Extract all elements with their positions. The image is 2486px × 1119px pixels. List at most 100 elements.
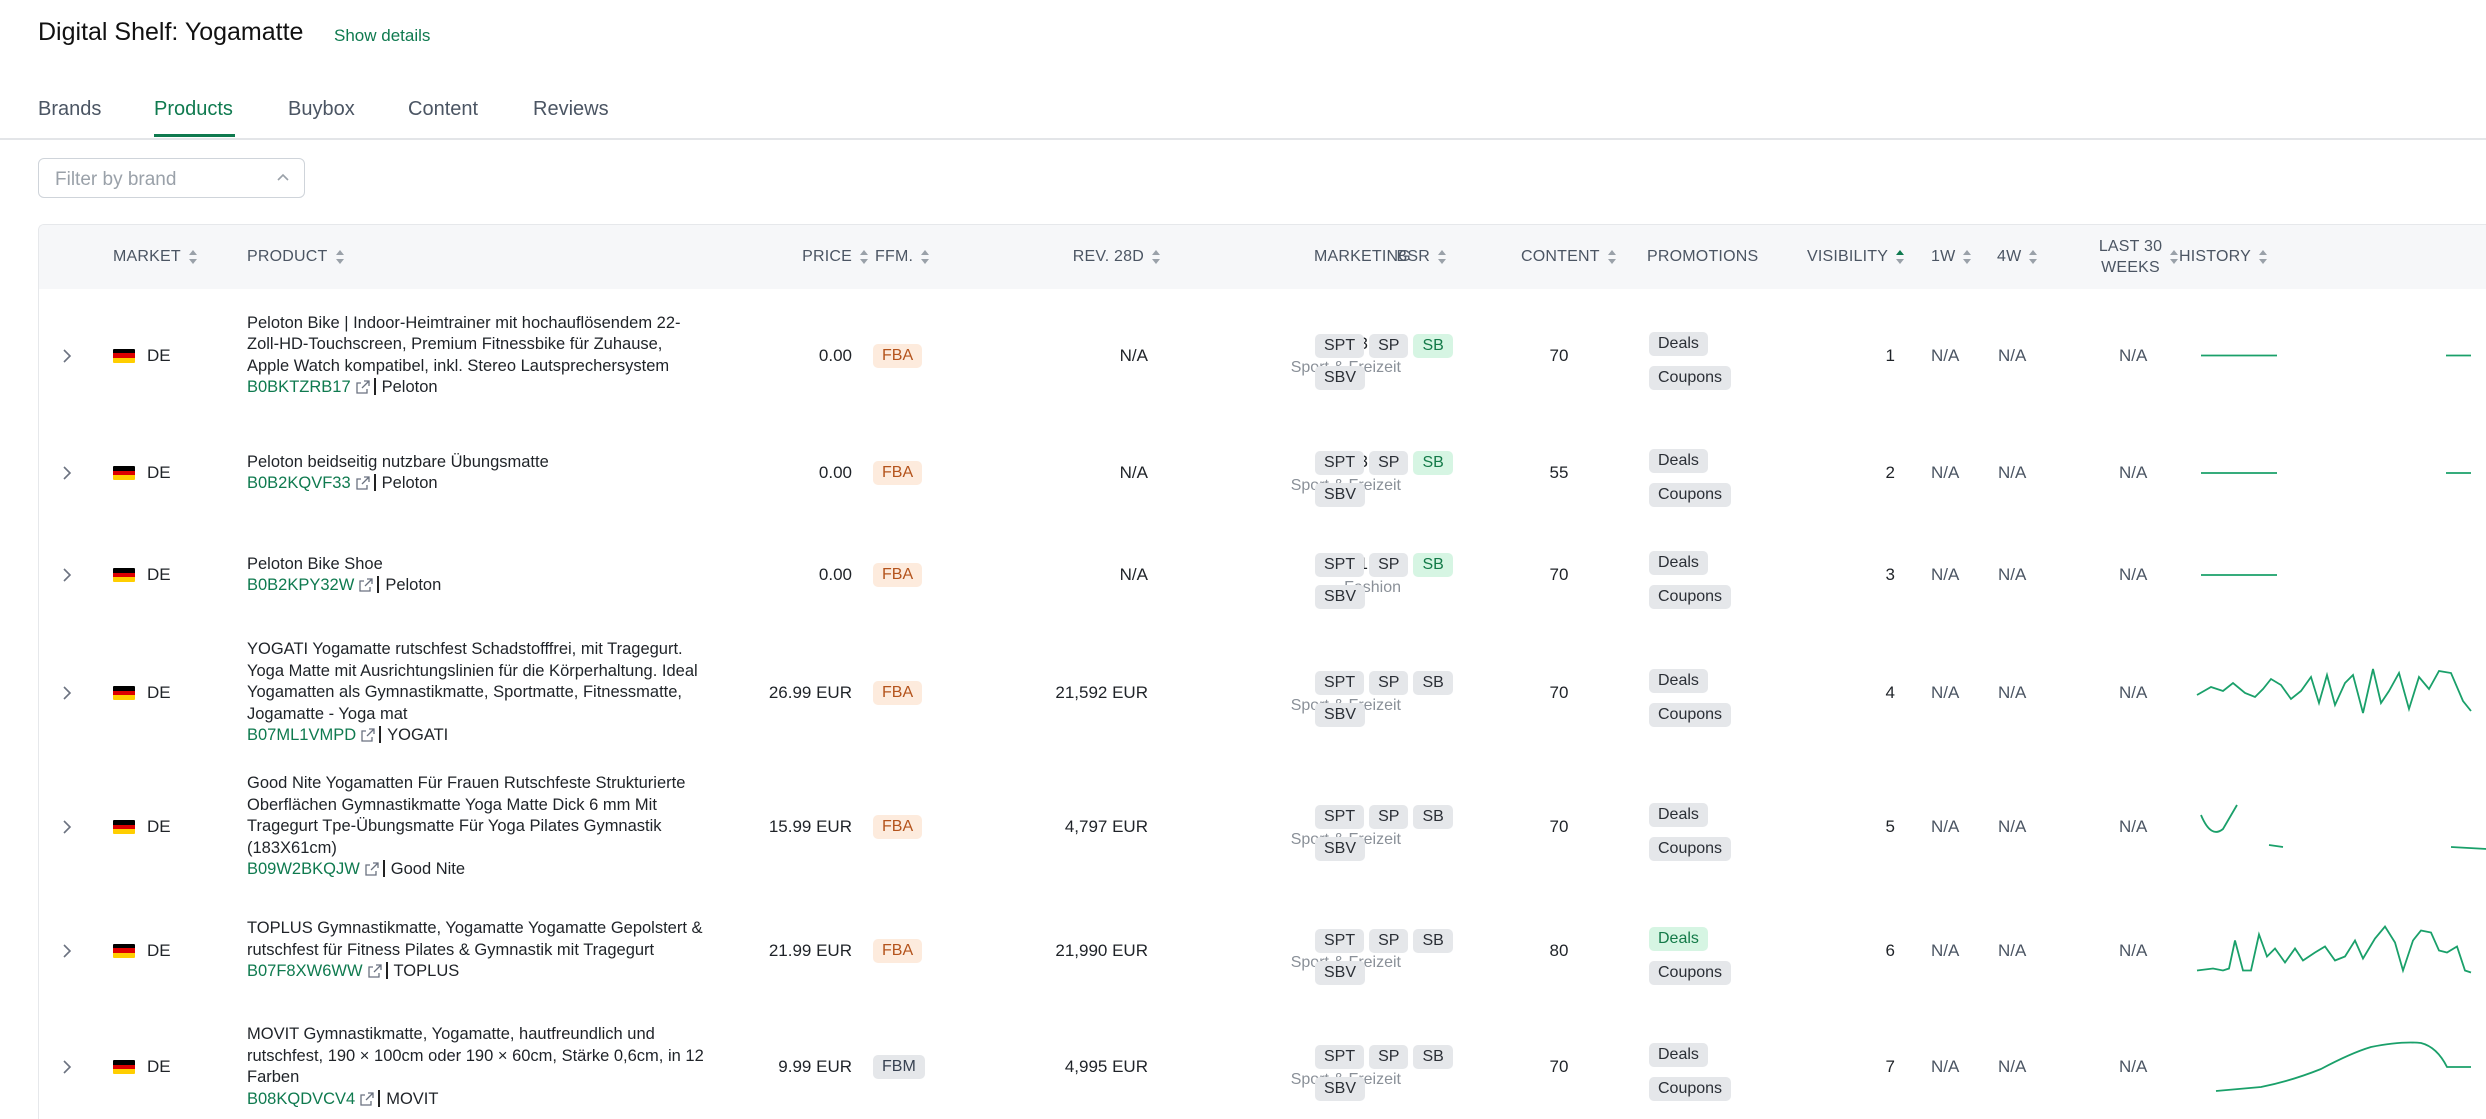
brand-name: Peloton bbox=[381, 474, 438, 492]
revenue-cell: N/A bbox=[1119, 345, 1148, 365]
promotions-cell: Deals Coupons bbox=[1649, 626, 1769, 770]
sort-icon[interactable] bbox=[2028, 248, 2038, 266]
brand-filter-input[interactable] bbox=[53, 168, 267, 192]
external-link-icon[interactable] bbox=[360, 1091, 374, 1106]
sort-icon[interactable] bbox=[1962, 248, 1972, 266]
sort-icon[interactable] bbox=[335, 248, 345, 266]
col-ffm[interactable]: FFM. bbox=[875, 225, 930, 289]
expand-row-button[interactable] bbox=[61, 289, 73, 422]
market-cell: DE bbox=[113, 289, 171, 422]
external-link-icon[interactable] bbox=[365, 862, 379, 876]
expand-row-button[interactable] bbox=[61, 626, 73, 760]
external-link-icon[interactable] bbox=[355, 476, 370, 490]
chevron-up-icon[interactable] bbox=[276, 171, 290, 185]
asin-link[interactable]: B07F8XW6WW bbox=[247, 962, 363, 981]
external-link-icon[interactable] bbox=[367, 964, 382, 978]
col-price[interactable]: PRICE bbox=[699, 225, 869, 289]
col-4w[interactable]: 4W bbox=[1997, 225, 2038, 289]
sort-icon[interactable] bbox=[1437, 248, 1447, 266]
col-content[interactable]: CONTENT bbox=[1521, 225, 1617, 289]
asin-link[interactable]: B0B2KPY32W bbox=[247, 576, 355, 594]
col-bsr[interactable]: BSR bbox=[1189, 225, 1447, 289]
revenue-cell: 4,797 EUR bbox=[1064, 817, 1148, 836]
col-market[interactable]: MARKET bbox=[113, 225, 198, 289]
revenue-cell: 4,995 EUR bbox=[1064, 1057, 1148, 1076]
product-cell: Peloton Bike Shoe B0B2KPY32W Peloton bbox=[247, 524, 707, 626]
tab-brands[interactable]: Brands bbox=[38, 98, 102, 120]
asin-link[interactable]: B0BKTZRB17 bbox=[247, 378, 351, 396]
asin-link[interactable]: B08KQDVCV4 bbox=[247, 1089, 356, 1108]
tab-products[interactable]: Products bbox=[154, 98, 233, 120]
col-history[interactable]: HISTORY bbox=[2179, 225, 2268, 289]
expand-row-button[interactable] bbox=[61, 760, 73, 894]
promotion-tag: Coupons bbox=[1649, 483, 1732, 507]
market-code: DE bbox=[147, 565, 171, 584]
product-title: Peloton Bike | Indoor-Heimtrainer mit ho… bbox=[247, 313, 681, 375]
sort-icon[interactable] bbox=[188, 248, 198, 266]
fulfillment-badge: FBA bbox=[873, 343, 923, 368]
germany-flag-icon bbox=[113, 466, 135, 480]
table-row[interactable]: DE Peloton beidseitig nutzbare Übungsmatt… bbox=[39, 422, 2486, 525]
visibility-rank: 2 bbox=[1885, 463, 1895, 482]
visibility-rank: 1 bbox=[1885, 345, 1895, 365]
col-1w[interactable]: 1W bbox=[1931, 225, 1972, 289]
col-visibility[interactable]: VISIBILITY bbox=[1807, 225, 1905, 289]
brand-name: Peloton bbox=[385, 576, 442, 594]
asin-link[interactable]: B09W2BKQJW bbox=[247, 860, 360, 879]
expand-row-button[interactable] bbox=[61, 422, 73, 524]
col-bsr-label: BSR bbox=[1396, 248, 1430, 265]
marketing-tag: SP bbox=[1369, 928, 1409, 953]
col-content-label: CONTENT bbox=[1521, 248, 1600, 265]
col-last30[interactable]: LAST 30 WEEKS bbox=[2069, 225, 2209, 289]
asin-link[interactable]: B07ML1VMPD bbox=[247, 726, 357, 745]
tab-buybox[interactable]: Buybox bbox=[288, 98, 355, 120]
sort-asc-icon[interactable] bbox=[1895, 248, 1905, 266]
external-link-icon[interactable] bbox=[355, 380, 370, 394]
expand-row-button[interactable] bbox=[61, 1007, 73, 1119]
sort-icon[interactable] bbox=[2258, 248, 2268, 266]
external-link-icon[interactable] bbox=[359, 578, 373, 592]
external-link-icon[interactable] bbox=[361, 728, 375, 742]
ffm-cell: FBA bbox=[873, 524, 923, 626]
marketing-tag: SBV bbox=[1315, 365, 1366, 390]
history-sparkline bbox=[2201, 574, 2277, 576]
sort-icon[interactable] bbox=[2169, 248, 2179, 266]
market-cell: DE bbox=[113, 1007, 171, 1119]
sort-icon[interactable] bbox=[859, 248, 869, 266]
expand-row-button[interactable] bbox=[61, 894, 73, 1007]
product-cell: MOVIT Gymnastikmatte, Yogamatte, hautfre… bbox=[247, 1007, 707, 1119]
table-row[interactable]: DE MOVIT Gymnastikmatte, Yogamatte, hautf… bbox=[39, 1007, 2486, 1119]
marketing-cell: SPT SP SB SBV bbox=[1315, 894, 1475, 1017]
show-details-link[interactable]: Show details bbox=[334, 26, 431, 45]
sort-icon[interactable] bbox=[1607, 248, 1617, 266]
asin-link[interactable]: B0B2KQVF33 bbox=[247, 474, 351, 492]
sort-icon[interactable] bbox=[920, 248, 930, 266]
ffm-cell: FBM bbox=[873, 1007, 925, 1119]
change-4w: N/A bbox=[1998, 345, 2027, 365]
col-product[interactable]: PRODUCT bbox=[247, 225, 345, 289]
promotion-tag: Deals bbox=[1649, 1043, 1708, 1067]
marketing-tag: SB bbox=[1413, 1045, 1453, 1069]
visibility-rank: 5 bbox=[1885, 817, 1895, 836]
sort-icon[interactable] bbox=[1151, 248, 1161, 266]
history-sparkline bbox=[2201, 472, 2471, 474]
table-row[interactable]: DE Good Nite Yogamatten Für Frauen Rutsch… bbox=[39, 760, 2486, 895]
expand-row-button[interactable] bbox=[61, 524, 73, 626]
tab-reviews[interactable]: Reviews bbox=[533, 98, 609, 120]
brand-filter[interactable] bbox=[38, 158, 305, 198]
col-revenue[interactable]: REV. 28D bbox=[939, 225, 1161, 289]
table-row[interactable]: DE Peloton Bike Shoe B0B2KPY32W Peloton 0.00… bbox=[39, 524, 2486, 627]
table-row[interactable]: DE TOPLUS Gymnastikmatte, Yogamatte Yogam… bbox=[39, 894, 2486, 1008]
marketing-tag: SP bbox=[1369, 805, 1409, 829]
change-1w: N/A bbox=[1931, 463, 1960, 482]
content-score: 70 bbox=[1549, 817, 1569, 836]
brand-name: Peloton bbox=[381, 378, 438, 396]
promotion-tag: Deals bbox=[1649, 926, 1708, 951]
history-sparkline bbox=[2215, 1041, 2471, 1092]
table-row[interactable]: DE Peloton Bike | Indoor-Heimtrainer mit … bbox=[39, 289, 2486, 423]
tab-content[interactable]: Content bbox=[408, 98, 479, 120]
chevron-right-icon bbox=[63, 1060, 72, 1074]
germany-flag-icon bbox=[113, 348, 135, 363]
content-score: 70 bbox=[1549, 683, 1569, 702]
table-row[interactable]: DE YOGATI Yogamatte rutschfest Schadstoff… bbox=[39, 626, 2486, 761]
